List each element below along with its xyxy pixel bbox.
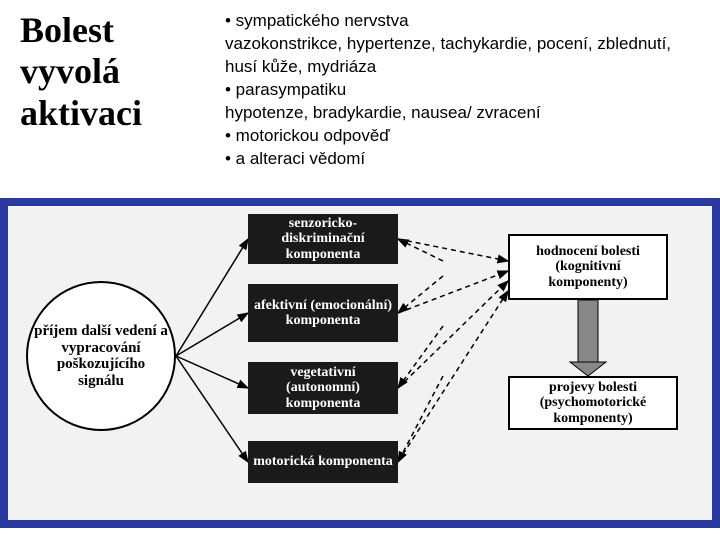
box-label: afektivní (emocionální) komponenta <box>252 298 394 329</box>
light-box-hodnoceni: hodnocení bolesti (kognitivní komponenty… <box>508 234 668 300</box>
circle-node-input: příjem další vedení a vypracování poškoz… <box>26 281 176 431</box>
box-label: vegetativní (autonomní) komponenta <box>252 365 394 411</box>
box-label: projevy bolesti (psychomotorické kompone… <box>514 380 672 426</box>
bullet-list: • sympatického nervstva vazokonstrikce, … <box>225 10 700 171</box>
title-text: Bolest vyvolá aktivaci <box>20 10 200 134</box>
bullet-line: • a alteraci vědomí <box>225 148 700 171</box>
circle-node-label: příjem další vedení a vypracování poškoz… <box>34 323 168 389</box>
box-label: hodnocení bolesti (kognitivní komponenty… <box>514 244 662 290</box>
bullet-line: • motorickou odpověď <box>225 125 700 148</box>
bullet-line: vazokonstrikce, hypertenze, tachykardie,… <box>225 33 700 79</box>
light-box-projevy: projevy bolesti (psychomotorické kompone… <box>508 376 678 430</box>
page-title: Bolest vyvolá aktivaci <box>20 10 200 171</box>
dark-box-motoricka: motorická komponenta <box>248 441 398 483</box>
box-label: senzoricko-diskriminační komponenta <box>252 216 394 262</box>
dark-box-vegetativni: vegetativní (autonomní) komponenta <box>248 362 398 414</box>
bullet-line: hypotenze, bradykardie, nausea/ zvracení <box>225 102 700 125</box>
dark-box-afektivni: afektivní (emocionální) komponenta <box>248 284 398 342</box>
box-label: motorická komponenta <box>253 454 393 469</box>
diagram-frame: příjem další vedení a vypracování poškoz… <box>0 198 720 528</box>
bullet-line: • sympatického nervstva <box>225 10 700 33</box>
dark-box-senzoricko: senzoricko-diskriminační komponenta <box>248 214 398 264</box>
bullet-line: • parasympatiku <box>225 79 700 102</box>
